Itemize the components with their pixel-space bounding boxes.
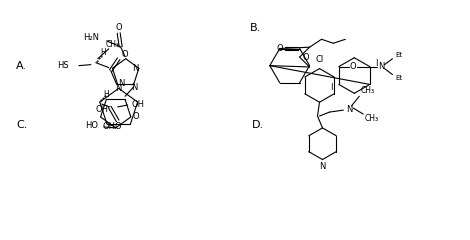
Text: A.: A. (16, 61, 27, 71)
Text: I: I (330, 83, 333, 92)
Text: I: I (376, 59, 378, 68)
Text: B.: B. (250, 23, 261, 33)
Text: Et: Et (395, 76, 402, 82)
Text: OH: OH (96, 105, 109, 114)
Text: O: O (302, 53, 309, 62)
Text: D.: D. (252, 120, 264, 130)
Text: O: O (133, 113, 139, 121)
Text: OH: OH (132, 101, 145, 109)
Text: O: O (349, 62, 356, 71)
Text: N: N (378, 62, 385, 71)
Text: CH₃: CH₃ (364, 114, 378, 123)
Text: N: N (132, 64, 138, 73)
Text: H₂N: H₂N (83, 33, 99, 42)
Text: H: H (100, 48, 106, 57)
Text: N: N (319, 162, 326, 171)
Text: N: N (116, 84, 122, 93)
Text: Cl: Cl (315, 55, 324, 64)
Text: OH: OH (102, 122, 115, 131)
Text: O: O (276, 44, 283, 53)
Text: O: O (114, 122, 121, 131)
Text: H: H (103, 90, 109, 99)
Text: HO: HO (85, 121, 98, 130)
Text: C.: C. (16, 120, 28, 130)
Text: CH₃: CH₃ (360, 86, 374, 95)
Text: CH₃: CH₃ (106, 40, 120, 49)
Text: O: O (115, 23, 122, 32)
Text: Et: Et (395, 52, 402, 58)
Text: O: O (121, 50, 128, 59)
Text: N: N (346, 105, 352, 114)
Text: HS: HS (57, 61, 69, 70)
Text: N: N (131, 83, 137, 92)
Text: N: N (118, 79, 125, 88)
